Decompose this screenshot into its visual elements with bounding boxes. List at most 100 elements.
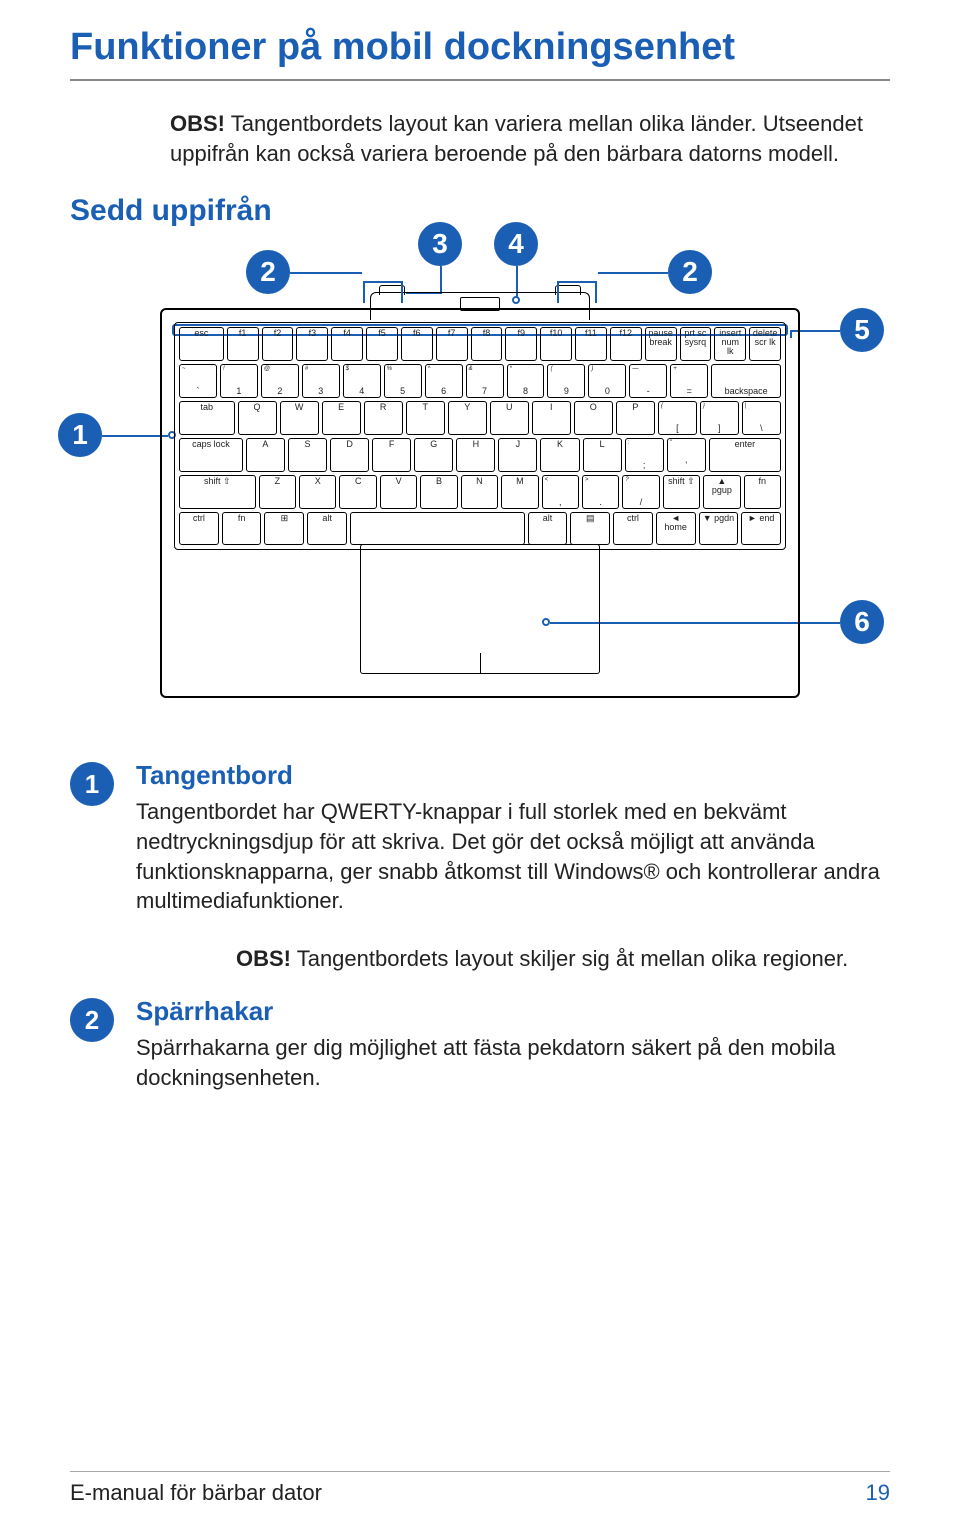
key: ▲ pgup <box>703 475 740 509</box>
key: ▼ pgdn <box>699 512 739 546</box>
key: B <box>420 475 457 509</box>
key: P <box>616 401 655 435</box>
key: C <box>339 475 376 509</box>
callout-2-left: 2 <box>246 250 290 294</box>
trackpad <box>360 544 600 674</box>
key <box>350 512 525 546</box>
leader-2r <box>598 272 668 274</box>
key: f1 <box>227 327 259 361</box>
page-title: Funktioner på mobil dockningsenhet <box>70 0 890 81</box>
key: M <box>501 475 538 509</box>
key: f2 <box>262 327 294 361</box>
key: ~` <box>179 364 217 398</box>
key: I <box>532 401 571 435</box>
key: W <box>280 401 319 435</box>
item-2-heading: Spärrhakar <box>136 996 890 1027</box>
key: prt sc sysrq <box>680 327 712 361</box>
footer-page-number: 19 <box>866 1480 890 1506</box>
key: f11 <box>575 327 607 361</box>
callout-3: 3 <box>418 222 462 266</box>
key: O <box>574 401 613 435</box>
key: Y <box>448 401 487 435</box>
key: {[ <box>658 401 697 435</box>
key: f3 <box>296 327 328 361</box>
trackpad-button-split <box>480 653 481 673</box>
key: A <box>246 438 285 472</box>
key: <, <box>542 475 579 509</box>
hinge-center <box>460 297 500 311</box>
key: —- <box>629 364 667 398</box>
key: %5 <box>384 364 422 398</box>
key: f6 <box>401 327 433 361</box>
hinge <box>370 292 590 320</box>
note-text: Tangentbordets layout skiljer sig åt mel… <box>291 946 848 971</box>
footer: E-manual för bärbar dator 19 <box>70 1471 890 1506</box>
key: ▤ <box>570 512 610 546</box>
key: N <box>461 475 498 509</box>
footer-left: E-manual för bärbar dator <box>70 1480 322 1506</box>
leader-1 <box>102 435 168 437</box>
item-1-num: 1 <box>70 762 114 806</box>
key: Z <box>259 475 296 509</box>
note-bold: OBS! <box>236 946 291 971</box>
key: |\ <box>742 401 781 435</box>
key: *8 <box>507 364 545 398</box>
callout-2-right: 2 <box>668 250 712 294</box>
keyboard-keys: escf1f2f3f4f5f6f7f8f9f10f11f12pause brea… <box>174 322 786 550</box>
callout-6: 6 <box>840 600 884 644</box>
leader-3-v <box>440 266 442 292</box>
key: U <box>490 401 529 435</box>
key: fn <box>744 475 781 509</box>
key: enter <box>709 438 781 472</box>
item-1-body: Tangentbordet har QWERTY-knappar i full … <box>136 797 890 916</box>
key: ⊞ <box>264 512 304 546</box>
key: Q <box>238 401 277 435</box>
callout-4: 4 <box>494 222 538 266</box>
key: f7 <box>436 327 468 361</box>
key: delete scr lk <box>749 327 781 361</box>
key: f12 <box>610 327 642 361</box>
key: &7 <box>466 364 504 398</box>
key: X <box>299 475 336 509</box>
key: f8 <box>471 327 503 361</box>
key: (9 <box>547 364 585 398</box>
key: }] <box>700 401 739 435</box>
key: !1 <box>220 364 258 398</box>
callout-5: 5 <box>840 308 884 352</box>
item-2-num: 2 <box>70 998 114 1042</box>
key: $4 <box>343 364 381 398</box>
docking-keyboard-illustration: escf1f2f3f4f5f6f7f8f9f10f11f12pause brea… <box>160 308 800 698</box>
key: caps lock <box>179 438 243 472</box>
key: :; <box>625 438 664 472</box>
key: @2 <box>261 364 299 398</box>
callout-1: 1 <box>58 413 102 457</box>
key: H <box>456 438 495 472</box>
key: f4 <box>331 327 363 361</box>
key: shift ⇧ <box>663 475 700 509</box>
key: esc <box>179 327 224 361</box>
key: )0 <box>588 364 626 398</box>
intro-text: Tangentbordets layout kan variera mellan… <box>170 111 863 166</box>
key: J <box>498 438 537 472</box>
diagram-container: 1 2 2 3 4 5 6 <box>70 238 890 738</box>
subtitle: Sedd uppifrån <box>70 194 890 228</box>
key: S <box>288 438 327 472</box>
key: f5 <box>366 327 398 361</box>
hinge-tab-left <box>379 285 405 295</box>
hinge-tab-right <box>555 285 581 295</box>
key: ?/ <box>622 475 659 509</box>
item-2-body: Spärrhakarna ger dig möjlighet att fästa… <box>136 1033 890 1092</box>
key: f9 <box>505 327 537 361</box>
key: pause break <box>645 327 677 361</box>
key: R <box>364 401 403 435</box>
key: ◄ home <box>656 512 696 546</box>
key: alt <box>528 512 568 546</box>
item-1-heading: Tangentbord <box>136 760 890 791</box>
key: fn <box>222 512 262 546</box>
key: T <box>406 401 445 435</box>
key: #3 <box>302 364 340 398</box>
key: ^6 <box>425 364 463 398</box>
key: shift ⇧ <box>179 475 256 509</box>
key: >. <box>582 475 619 509</box>
key: f10 <box>540 327 572 361</box>
